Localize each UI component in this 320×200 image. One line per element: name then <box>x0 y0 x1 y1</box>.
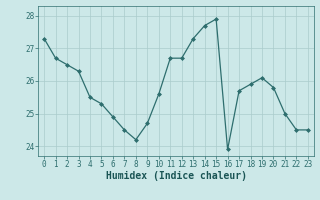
X-axis label: Humidex (Indice chaleur): Humidex (Indice chaleur) <box>106 171 246 181</box>
